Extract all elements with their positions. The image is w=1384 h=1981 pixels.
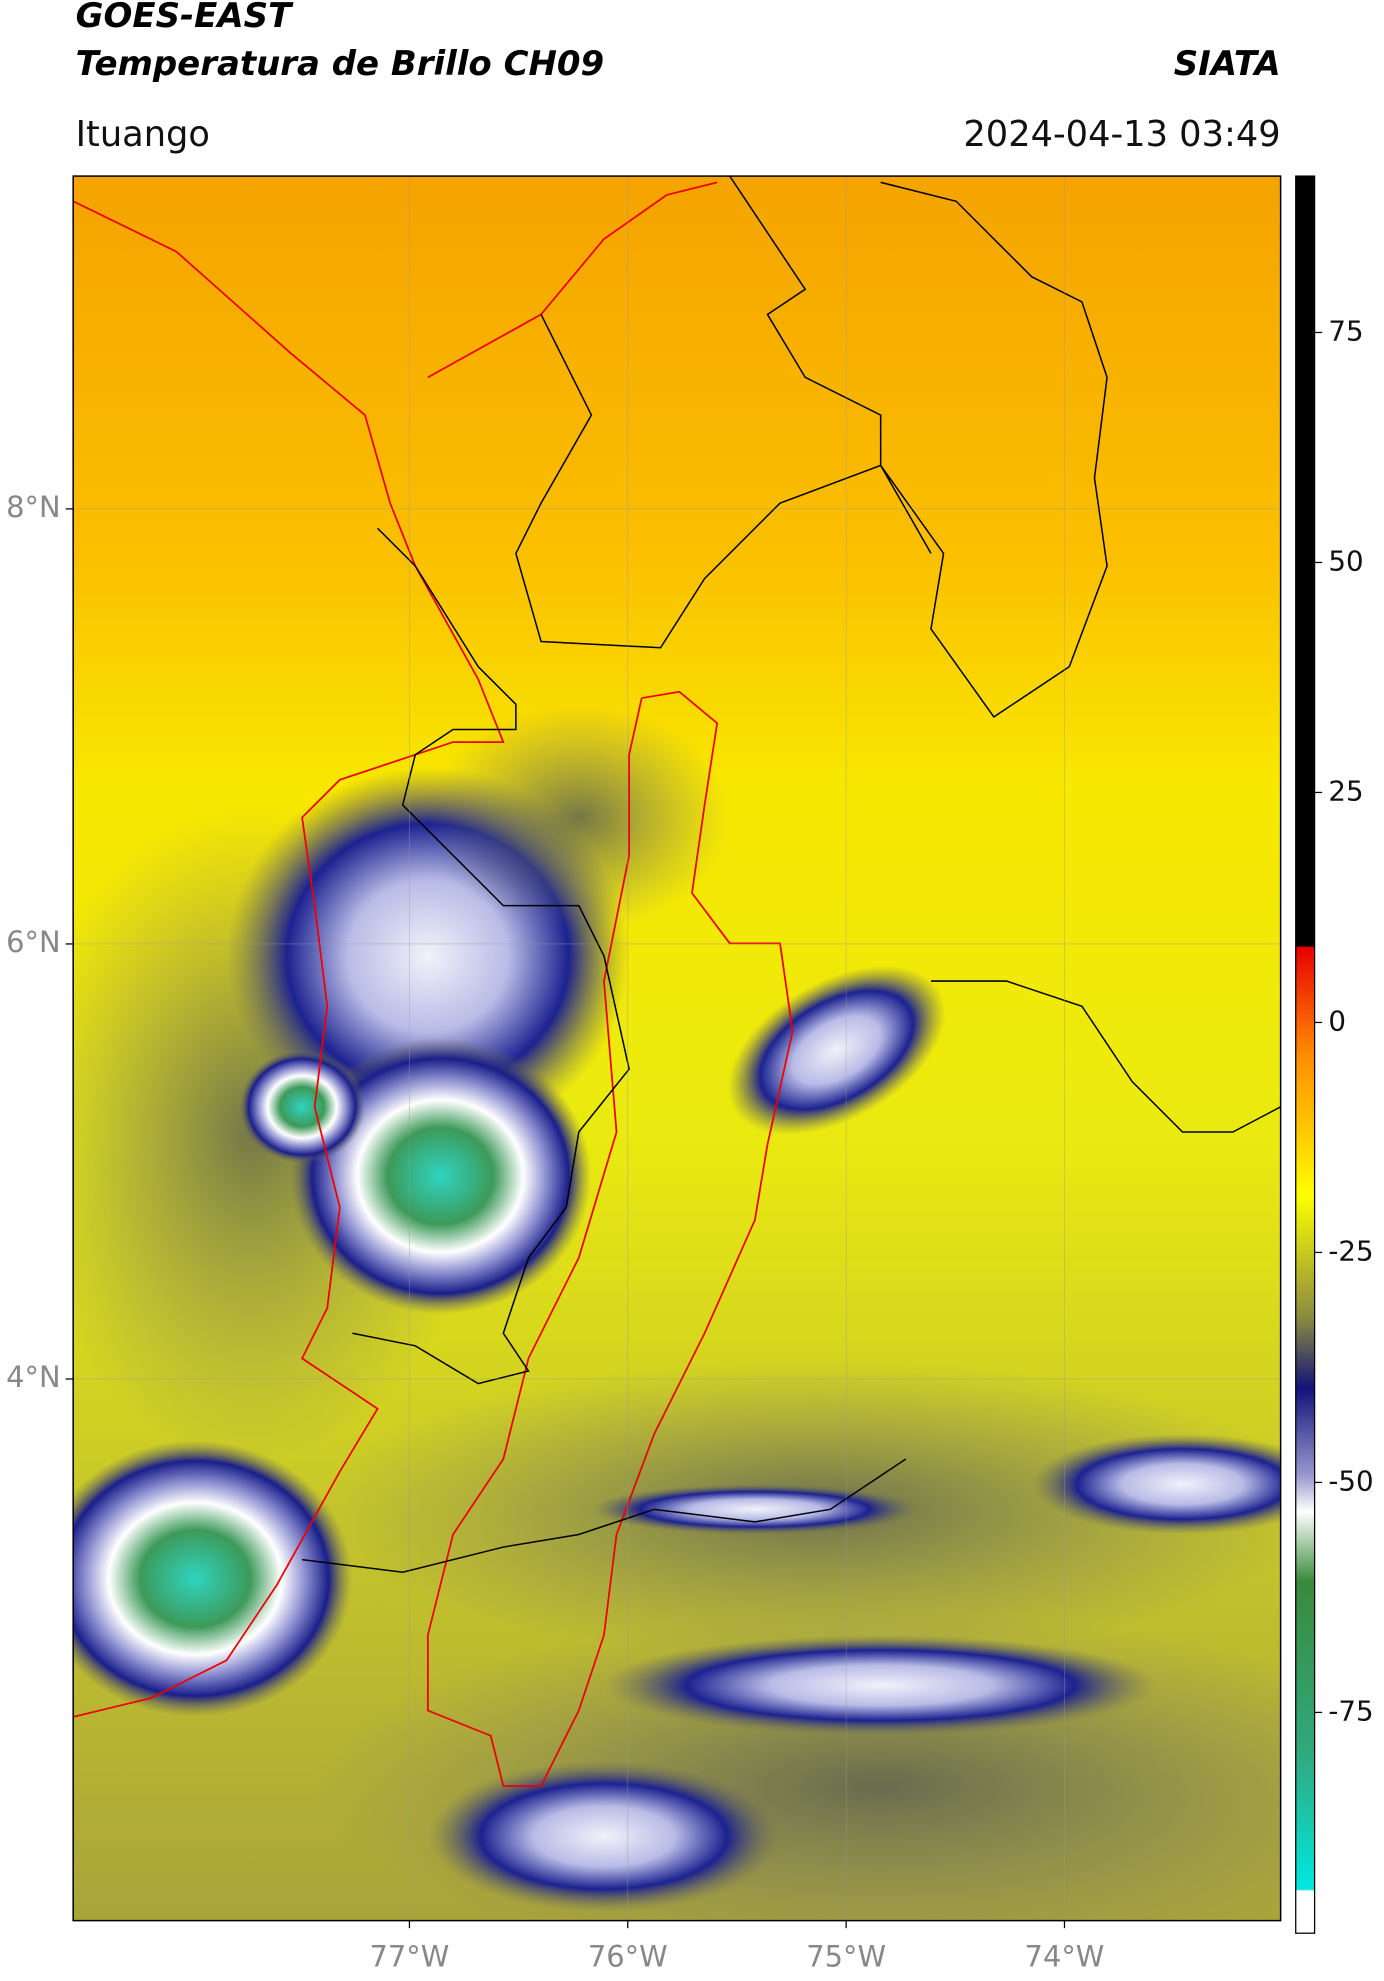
datetime: 2024-04-13 03:49 (963, 114, 1280, 155)
location: Ituango (76, 114, 210, 155)
lon-tick-label: 74°W (1025, 1939, 1105, 1973)
lat-tick-label: 6°N (6, 925, 60, 959)
subtitle: Temperatura de Brillo CH09 (76, 44, 604, 84)
colorbar-tick-label: -50 (1328, 1464, 1373, 1497)
colorbar (1295, 175, 1316, 1934)
colorbar-tick-label: 0 (1328, 1004, 1346, 1037)
source: SIATA (1174, 44, 1281, 84)
map-frame (72, 175, 1282, 1922)
colorbar-tick-label: 50 (1328, 544, 1363, 577)
lon-tick-label: 77°W (370, 1939, 450, 1973)
lat-tick-label: 4°N (6, 1360, 60, 1394)
title: GOES-EAST (76, 0, 294, 36)
colorbar-ticks: 75 50 25 0 -25 -50 -75 (1314, 314, 1374, 1727)
colorbar-tick-label: 75 (1328, 314, 1363, 347)
satellite-image (73, 176, 1281, 1921)
colorbar-tick-label: -75 (1328, 1694, 1373, 1727)
lon-tick-label: 75°W (806, 1939, 886, 1973)
graticule: 77°W 76°W 75°W 74°W 8°N 6°N 4°N (6, 176, 1281, 1973)
colorbar-tick-label: 25 (1328, 774, 1363, 807)
colorbar-tick-label: -25 (1328, 1234, 1373, 1267)
lat-tick-label: 8°N (6, 490, 60, 524)
lon-tick-label: 76°W (588, 1939, 668, 1973)
